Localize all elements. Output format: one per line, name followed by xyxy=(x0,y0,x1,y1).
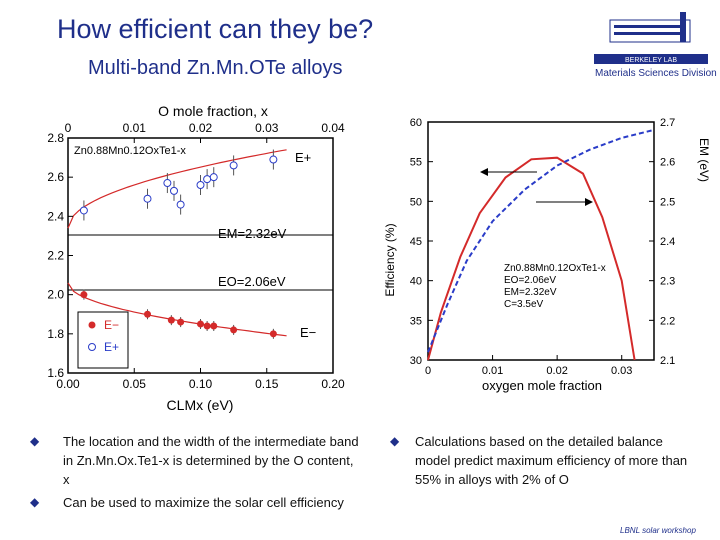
y-tick-label-right: 2.7 xyxy=(660,117,675,129)
right-y-label-right: EM (eV) xyxy=(697,138,711,182)
em-annotation: EM=2.32eV xyxy=(218,226,287,241)
logo-text: Materials Sciences Division xyxy=(595,68,717,79)
x-tick-label: 0 xyxy=(425,365,431,377)
y-tick-label-left: 55 xyxy=(410,157,422,169)
e-plus-point xyxy=(79,206,88,215)
legend-eplus-label: E+ xyxy=(104,340,119,354)
e-plus-point xyxy=(176,200,185,209)
em-dashed-curve xyxy=(427,128,655,353)
y-tick-label: 1.6 xyxy=(47,366,64,380)
x-tick-label: 0.01 xyxy=(482,365,503,377)
eplus-curve-label: E+ xyxy=(295,150,311,165)
e-minus-point xyxy=(210,322,218,330)
e-minus-fit-curve xyxy=(67,282,287,337)
logo-small-text: BERKELEY LAB xyxy=(625,57,677,64)
y-tick-label-right: 2.1 xyxy=(660,355,675,367)
x-tick-label: 0.00 xyxy=(56,377,80,391)
left-legend-box xyxy=(77,311,129,369)
y-tick-label-left: 45 xyxy=(410,236,422,248)
arrow-right-head xyxy=(585,198,593,206)
y-tick-label-left: 50 xyxy=(410,196,422,208)
y-tick-label: 2.4 xyxy=(47,209,64,223)
berkeley-lab-logo: BERKELEY LAB xyxy=(594,12,708,64)
x-tick-label: 0.15 xyxy=(255,377,279,391)
bullet-marker: ◆ xyxy=(390,434,400,448)
y-tick-label-right: 2.5 xyxy=(660,196,675,208)
e-minus-point xyxy=(167,316,175,324)
y-tick-label-right: 2.6 xyxy=(660,157,675,169)
left-top-axis-title: O mole fraction, x xyxy=(158,103,268,119)
param-label: EO=2.06eV xyxy=(504,275,556,286)
left-x-axis-label: CLMx (eV) xyxy=(167,397,234,413)
y-tick-label-left: 35 xyxy=(410,315,422,327)
x-tick-label: 0.20 xyxy=(321,377,345,391)
e-plus-point xyxy=(170,186,178,195)
e-minus-point xyxy=(197,320,204,328)
y-tick-label-right: 2.3 xyxy=(660,276,675,288)
eo-annotation: EO=2.06eV xyxy=(218,274,286,289)
x-tick-label: 0.02 xyxy=(546,365,567,377)
y-tick-label: 2.8 xyxy=(47,131,64,145)
e-minus-point xyxy=(203,322,211,330)
footer-note: LBNL solar workshop xyxy=(620,526,696,535)
efficiency-curve xyxy=(427,156,636,361)
e-plus-fit-curve xyxy=(67,149,287,229)
top-tick-label: 0.02 xyxy=(189,121,213,135)
y-tick-label-left: 30 xyxy=(410,355,422,367)
page-title: How efficient can they be? xyxy=(57,14,374,44)
e-plus-point xyxy=(143,194,152,203)
param-label: C=3.5eV xyxy=(504,299,544,310)
top-tick-label: 0.03 xyxy=(255,121,279,135)
x-tick-label: 0.03 xyxy=(611,365,632,377)
legend-eplus-marker xyxy=(88,343,96,351)
y-tick-label: 2.0 xyxy=(47,288,64,302)
legend-eminus-label: E− xyxy=(104,318,119,332)
e-plus-point xyxy=(229,161,238,170)
e-minus-point xyxy=(230,326,238,334)
e-minus-point xyxy=(144,310,151,318)
y-tick-label-left: 60 xyxy=(410,117,422,129)
y-tick-label: 2.6 xyxy=(47,170,64,184)
y-tick-label: 2.2 xyxy=(47,249,64,263)
eminus-curve-label: E− xyxy=(300,325,316,340)
right-chart: 0 0.01 0.02 0.03 30 35 40 45 50 55 60 2.1 2.2 2.3 2.4 2… xyxy=(383,117,711,393)
top-tick-label: 0.01 xyxy=(123,121,147,135)
e-minus-point xyxy=(80,291,88,299)
y-tick-label: 1.8 xyxy=(47,327,64,341)
e-plus-point xyxy=(209,173,218,182)
e-minus-point xyxy=(269,330,277,338)
e-plus-point xyxy=(196,181,205,189)
arrow-left-head xyxy=(480,168,488,176)
bullet-left-1: The location and the width of the interm… xyxy=(63,434,359,487)
right-x-axis-label: oxygen mole fraction xyxy=(482,378,602,393)
y-tick-label-right: 2.2 xyxy=(660,315,675,327)
x-tick-label: 0.10 xyxy=(189,377,213,391)
page-subtitle: Multi-band Zn.Mn.OTe alloys xyxy=(88,57,343,79)
bullet-marker: ◆ xyxy=(30,495,40,509)
e-minus-point xyxy=(177,318,185,326)
left-compound-label: Zn0.88Mn0.12OxTe1-x xyxy=(74,145,186,157)
param-label: EM=2.32eV xyxy=(504,287,557,298)
y-tick-label-right: 2.4 xyxy=(660,236,675,248)
top-tick-label: 0 xyxy=(65,121,72,135)
top-tick-label: 0.04 xyxy=(321,121,345,135)
bullet-right-1: Calculations based on the detailed balan… xyxy=(415,434,688,487)
x-tick-label: 0.05 xyxy=(123,377,147,391)
e-plus-point xyxy=(163,179,172,188)
legend-eminus-marker xyxy=(88,321,96,329)
bullet-left-2: Can be used to maximize the solar cell e… xyxy=(63,495,344,510)
right-y-label-left: Efficiency (%) xyxy=(383,223,397,296)
left-chart: O mole fraction, x 0.00 0.05 0.10 0.15 0.20 0… xyxy=(47,103,345,413)
e-plus-point xyxy=(269,155,278,164)
y-tick-label-left: 40 xyxy=(410,276,422,288)
e-plus-point xyxy=(203,175,212,184)
bullet-marker: ◆ xyxy=(30,434,40,448)
param-label: Zn0.88Mn0.12OxTe1-x xyxy=(504,263,606,274)
